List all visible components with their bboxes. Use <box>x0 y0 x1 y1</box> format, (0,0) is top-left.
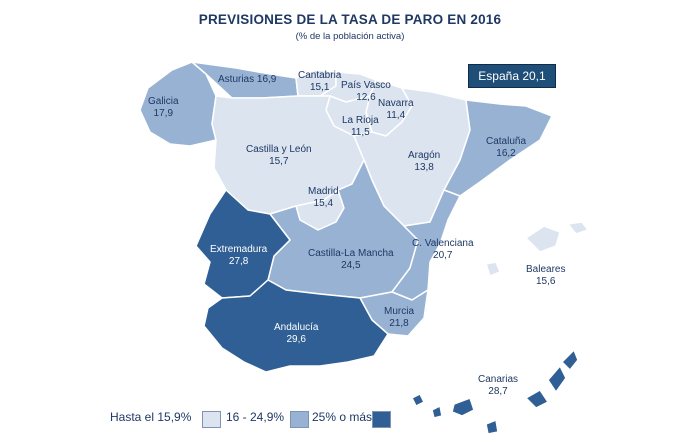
label-c-valenciana: C. Valenciana 20,7 <box>412 238 474 261</box>
label-castilla-la-mancha: Castilla-La Mancha 24,5 <box>308 248 394 271</box>
label-aragon: Aragón 13,8 <box>408 150 441 173</box>
legend-low-swatch <box>202 411 221 428</box>
legend-high-label: 25% o más <box>312 410 373 424</box>
label-asturias: Asturias 16,9 <box>218 74 277 85</box>
region-canarias <box>411 349 579 435</box>
national-rate-badge: España 20,1 <box>468 64 556 88</box>
region-andalucia <box>203 279 389 373</box>
label-cataluna: Cataluña 16,2 <box>486 136 527 159</box>
map-subtitle: (% de la población activa) <box>295 31 405 42</box>
legend-low-label: Hasta el 15,9% <box>110 410 192 424</box>
legend-mid-label: 16 - 24,9% <box>226 410 285 424</box>
legend-high-swatch <box>372 411 391 428</box>
label-murcia: Murcia 21,8 <box>384 306 415 329</box>
region-c-valenciana <box>391 189 461 301</box>
label-madrid: Madrid 15,4 <box>308 186 339 209</box>
region-baleares <box>485 221 589 277</box>
label-baleares: Baleares 15,6 <box>526 264 566 287</box>
label-la-rioja: La Rioja 11,5 <box>342 115 379 138</box>
label-extremadura: Extremadura 27,8 <box>210 244 268 267</box>
label-pais-vasco: País Vasco 12,6 <box>341 80 391 103</box>
legend-mid-swatch <box>290 411 309 428</box>
label-galicia: Galicia 17,9 <box>148 96 179 119</box>
label-cantabria: Cantabria 15,1 <box>298 70 342 93</box>
label-canarias: Canarias 28,7 <box>478 374 519 397</box>
label-andalucia: Andalucía 29,6 <box>274 322 319 345</box>
label-castilla-leon: Castilla y León 15,7 <box>246 144 312 167</box>
map-title: PREVISIONES DE LA TASA DE PARO EN 2016 <box>198 12 502 27</box>
region-cataluna <box>443 99 553 197</box>
label-navarra: Navarra 11,4 <box>378 98 414 121</box>
